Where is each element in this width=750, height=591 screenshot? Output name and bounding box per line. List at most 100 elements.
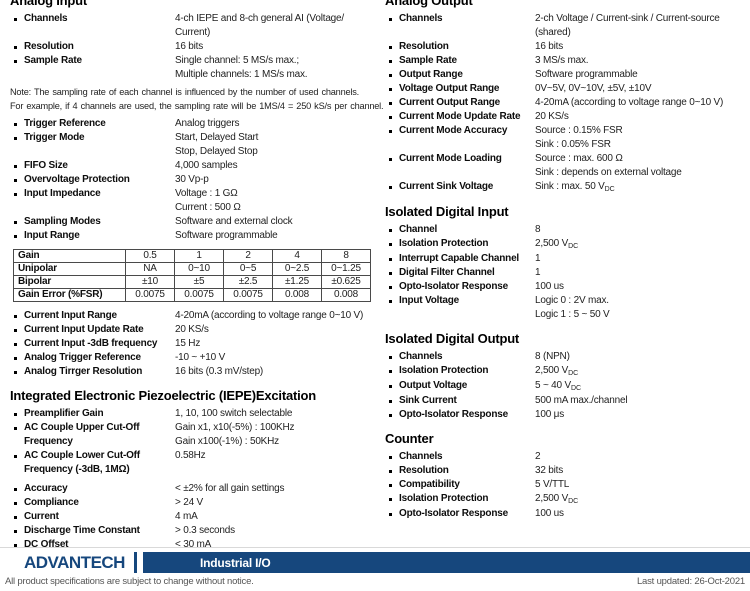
spec-label-line: Current Mode Update Rate bbox=[399, 111, 521, 122]
spec-label-line: Channels bbox=[399, 351, 443, 362]
spec-label-line: Channels bbox=[24, 13, 68, 24]
bullet-icon bbox=[14, 18, 17, 21]
spec-label: Output Voltage bbox=[399, 379, 535, 393]
spec-label-line: Sampling Modes bbox=[24, 216, 101, 227]
spec-value-line: 500 mA max./channel bbox=[535, 395, 628, 406]
spec-value-line: > 24 V bbox=[175, 497, 203, 508]
spec-row: Isolation Protection 2,500 VDC bbox=[385, 364, 745, 379]
section-title: Integrated Electronic Piezoelectric (IEP… bbox=[10, 388, 317, 403]
spec-label: Preamplifier Gain bbox=[24, 407, 175, 421]
spec-label: Current Input Update Rate bbox=[24, 323, 175, 337]
spec-value-line: 2 bbox=[535, 451, 541, 462]
spec-row: Sampling Modes Software and external cloc… bbox=[10, 215, 375, 229]
spec-label-line: Sink Current bbox=[399, 395, 457, 406]
bullet-icon bbox=[14, 193, 17, 196]
spec-label-line: DC Offset bbox=[24, 539, 69, 550]
spec-row: Resolution 16 bits bbox=[10, 40, 375, 54]
bullet-icon bbox=[14, 544, 17, 547]
spec-section: Integrated Electronic Piezoelectric (IEP… bbox=[10, 388, 375, 552]
spec-label: DC Offset bbox=[24, 538, 175, 552]
spec-label-line: Compatibility bbox=[399, 479, 460, 490]
spec-value: 4-20mA (according to voltage range 0~10 … bbox=[535, 96, 745, 110]
spec-value: 2,500 VDC bbox=[535, 237, 745, 252]
spec-label: Current Sink Voltage bbox=[399, 180, 535, 194]
spec-label-line: Isolation Protection bbox=[399, 365, 489, 376]
bullet-icon bbox=[14, 357, 17, 360]
spec-label: Sample Rate bbox=[24, 54, 175, 68]
spec-row: Current Sink Voltage Sink : max. 50 VDC bbox=[385, 180, 745, 195]
spec-value-line: Multiple channels: 1 MS/s max. bbox=[175, 69, 308, 80]
spec-row: Current 4 mA bbox=[10, 510, 375, 524]
spec-label: Interrupt Capable Channel bbox=[399, 252, 535, 266]
spec-label-line: Channels bbox=[399, 13, 443, 24]
spec-value: Single channel: 5 MS/s max.; Multiple cha… bbox=[175, 54, 375, 82]
bullet-icon bbox=[389, 385, 392, 388]
spec-label-line: Current bbox=[24, 511, 59, 522]
table-row: Unipolar NA 0~10 0~5 0~2.5 0~1.25 bbox=[13, 262, 371, 276]
spec-value-line: Gain x1, x10(-5%) : 100KHz bbox=[175, 422, 295, 433]
spec-row: Channels 2 bbox=[385, 450, 745, 464]
table-row-label: Gain Error (%FSR) bbox=[13, 288, 126, 302]
spec-value: Logic 0 : 2V max. Logic 1 : 5 ~ 50 V bbox=[535, 294, 745, 322]
spec-row: Current Input Update Rate 20 KS/s bbox=[10, 323, 375, 337]
spec-label-line: Opto-Isolator Response bbox=[399, 508, 508, 519]
spec-value-line: 100 us bbox=[535, 508, 564, 519]
spec-row: Sink Current 500 mA max./channel bbox=[385, 394, 745, 408]
spec-value: Gain x1, x10(-5%) : 100KHz Gain x100(-1%)… bbox=[175, 421, 375, 449]
spec-label: Channels bbox=[24, 12, 175, 26]
spec-row: Current Input Range 4-20mA (according to … bbox=[10, 309, 375, 323]
spec-row: Opto-Isolator Response 100 μs bbox=[385, 408, 745, 422]
bullet-icon bbox=[14, 315, 17, 318]
spec-row: Current Mode Update Rate 20 KS/s bbox=[385, 110, 745, 124]
spec-label: Compatibility bbox=[399, 478, 535, 492]
spec-row: Channel 8 bbox=[385, 223, 745, 237]
spec-label: Current Mode Update Rate bbox=[399, 110, 535, 124]
bullet-icon bbox=[14, 179, 17, 182]
table-cell: 4 bbox=[272, 249, 322, 263]
spec-value-line: 5 ~ 40 VDC bbox=[535, 380, 582, 392]
spec-value: 2,500 VDC bbox=[535, 492, 745, 507]
spec-value-line: 8 (NPN) bbox=[535, 351, 570, 362]
table-cell: NA bbox=[125, 262, 175, 276]
spec-label: Sample Rate bbox=[399, 54, 535, 68]
subscript: DC bbox=[570, 385, 582, 392]
spec-value: 1 bbox=[535, 266, 745, 280]
spec-value: 20 KS/s bbox=[535, 110, 745, 124]
spec-value-line: Single channel: 5 MS/s max.; bbox=[175, 55, 299, 66]
spec-row: FIFO Size 4,000 samples bbox=[10, 159, 375, 173]
spec-label: Discharge Time Constant bbox=[24, 524, 175, 538]
spec-label-line: Current Output Range bbox=[399, 97, 500, 108]
spec-row: Current Output Range 4-20mA (according to… bbox=[385, 96, 745, 110]
spec-label: Overvoltage Protection bbox=[24, 173, 175, 187]
spec-row: Overvoltage Protection 30 Vp-p bbox=[10, 173, 375, 187]
spec-label: Opto-Isolator Response bbox=[399, 507, 535, 521]
spec-value-line: 5 V/TTL bbox=[535, 479, 570, 490]
spec-row: Sample Rate 3 MS/s max. bbox=[385, 54, 745, 68]
spec-value-line: 100 us bbox=[535, 281, 564, 292]
bullet-icon bbox=[389, 484, 392, 487]
bullet-icon bbox=[14, 329, 17, 332]
spec-label-line: Input Voltage bbox=[399, 295, 459, 306]
spec-value-line: 4-20mA (according to voltage range 0~10 … bbox=[535, 97, 724, 108]
table-row-label: Unipolar bbox=[13, 262, 126, 276]
spec-label: Opto-Isolator Response bbox=[399, 408, 535, 422]
spec-section: Counter Channels 2 Resolution 32 bits Compati… bbox=[385, 431, 745, 521]
spec-label: Sink Current bbox=[399, 394, 535, 408]
section-title: Isolated Digital Input bbox=[385, 204, 509, 219]
spec-label: Resolution bbox=[399, 40, 535, 54]
table-cell: 0.5 bbox=[125, 249, 175, 263]
spec-value-line: Logic 0 : 2V max. bbox=[535, 295, 609, 306]
spec-label-line: AC Couple Lower Cut-Off bbox=[24, 450, 140, 461]
spec-value: 8 bbox=[535, 223, 745, 237]
spec-section: Isolated Digital Output Channels 8 (NPN) Is… bbox=[385, 331, 745, 422]
spec-value: Software programmable bbox=[535, 68, 745, 82]
bullet-icon bbox=[389, 456, 392, 459]
spec-value-line: Voltage : 1 GΩ bbox=[175, 188, 238, 199]
spec-label: Sampling Modes bbox=[24, 215, 175, 229]
spec-row: Opto-Isolator Response 100 us bbox=[385, 507, 745, 521]
spec-label-line: Input Impedance bbox=[24, 188, 101, 199]
spec-row: Analog Tirrger Resolution 16 bits (0.3 mV… bbox=[10, 365, 375, 379]
spec-label-line: AC Couple Upper Cut-Off bbox=[24, 422, 140, 433]
bullet-icon bbox=[389, 46, 392, 49]
section-title: Isolated Digital Output bbox=[385, 331, 520, 346]
